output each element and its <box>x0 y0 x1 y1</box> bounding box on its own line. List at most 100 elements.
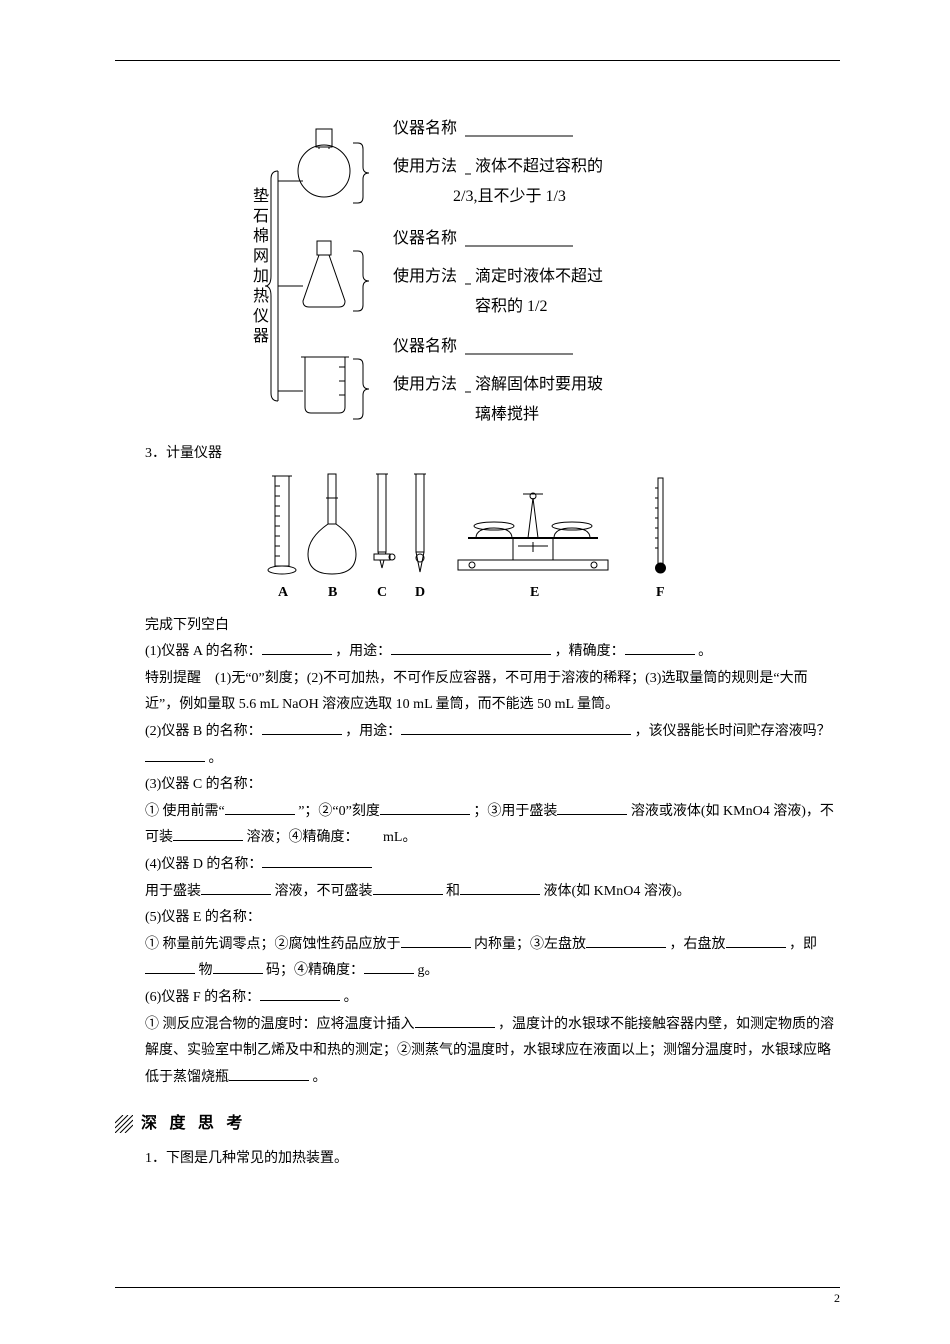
q5b: ① 称量前先调零点；②腐蚀性药品应放于 <box>145 937 401 952</box>
label-A: A <box>278 585 289 600</box>
q6-line2: ① 测反应混合物的温度时：应将温度计插入 ，温度计的水银球不能接触容器内壁，如测… <box>145 1012 840 1092</box>
q1: (1)仪器 A 的名称： ，用途： ，精确度： 。 <box>145 639 840 666</box>
q2a: (2)仪器 B 的名称： <box>145 724 262 739</box>
diagram1-svg: 垫石棉 网加热 仪器 仪器名称 <box>243 101 713 441</box>
blank <box>380 800 470 815</box>
q4e: 液体(如 KMnO4 溶液)。 <box>544 884 691 899</box>
q1b: ，用途： <box>335 644 391 659</box>
label-D: D <box>415 585 425 600</box>
q3l2a: ① 使用前需“ <box>145 804 225 819</box>
row2-extra: 容积的 1/2 <box>475 297 547 315</box>
fill-intro: 完成下列空白 <box>145 613 840 640</box>
blank <box>262 640 332 655</box>
q3l2b: ”；②“0”刻度 <box>298 804 380 819</box>
instruments-figure: A B C D <box>115 468 840 613</box>
flask-conical-icon <box>303 241 345 307</box>
row3-desc: 溶解固体时要用玻 <box>475 375 603 393</box>
blank <box>145 747 205 762</box>
blank <box>460 880 540 895</box>
blank <box>213 959 263 974</box>
blank <box>373 880 443 895</box>
q1c: ，精确度： <box>555 644 625 659</box>
q5-line2: ① 称量前先调零点；②腐蚀性药品应放于 内称量；③左盘放 ，右盘放 ，即 物 码… <box>145 932 840 985</box>
burette-base-icon <box>414 474 426 572</box>
balance-icon <box>458 493 608 570</box>
row1-extra: 2/3,且不少于 1/3 <box>453 187 566 205</box>
row3-bot: 使用方法 <box>393 375 457 393</box>
blank <box>260 986 340 1001</box>
q4a: (4)仪器 D 的名称： <box>145 857 262 872</box>
q4-line2: 用于盛装 溶液，不可盛装 和 液体(如 KMnO4 溶液)。 <box>145 879 840 906</box>
item3-title: 3．计量仪器 <box>145 441 840 468</box>
q4c: 溶液，不可盛装 <box>275 884 373 899</box>
label-E: E <box>530 585 539 600</box>
q5e: ，即 <box>789 937 817 952</box>
q3l2e: 溶液；④精确度： <box>247 830 359 845</box>
volumetric-flask-icon <box>308 474 356 574</box>
blank <box>262 720 342 735</box>
row3-top: 仪器名称 <box>393 337 457 355</box>
label-B: B <box>328 585 337 600</box>
q5d: ，右盘放 <box>670 937 726 952</box>
q6a: (6)仪器 F 的名称： <box>145 990 260 1005</box>
note1: 特别提醒 (1)无“0”刻度；(2)不可加热，不可作反应容器，不可用于溶液的稀释… <box>145 666 840 719</box>
blank <box>625 640 695 655</box>
q5h: g。 <box>418 963 439 978</box>
row2-bot: 使用方法 <box>393 267 457 285</box>
q5c: 内称量；③左盘放 <box>474 937 586 952</box>
deep-q1: 1．下图是几种常见的加热装置。 <box>145 1146 840 1173</box>
row1-top: 仪器名称 <box>393 119 457 137</box>
instruments-svg: A B C D <box>258 468 698 613</box>
q4: (4)仪器 D 的名称： <box>145 852 840 879</box>
q2d: 。 <box>209 751 223 766</box>
beaker-icon <box>301 357 349 413</box>
row2-top: 仪器名称 <box>393 229 457 247</box>
deep-title: 深 度 思 考 <box>141 1109 246 1139</box>
blank <box>225 800 295 815</box>
bottom-rule <box>115 1287 840 1288</box>
row3-extra: 璃棒搅拌 <box>475 405 539 423</box>
row1-desc: 液体不超过容积的 <box>475 157 603 175</box>
q5a: (5)仪器 E 的名称： <box>145 905 840 932</box>
q1d: 。 <box>698 644 712 659</box>
flask-round-icon <box>298 129 350 197</box>
q6: (6)仪器 F 的名称： 。 <box>145 985 840 1012</box>
q3a: (3)仪器 C 的名称： <box>145 772 840 799</box>
q1a: (1)仪器 A 的名称： <box>145 644 262 659</box>
q6e: 。 <box>313 1070 327 1085</box>
burette-acid-icon <box>374 474 395 568</box>
row1-bot: 使用方法 <box>393 157 457 175</box>
q2c: ，该仪器能长时间贮存溶液吗？ <box>635 724 831 739</box>
blank <box>415 1013 495 1028</box>
q3l2f: mL。 <box>383 830 416 845</box>
label-C: C <box>377 585 387 600</box>
cylinder-icon <box>268 476 296 574</box>
q4b: 用于盛装 <box>145 884 201 899</box>
q5f: 物 <box>199 963 213 978</box>
blank <box>401 933 471 948</box>
blank <box>173 826 243 841</box>
blank <box>229 1066 309 1081</box>
q3-line2: ① 使用前需“ ”；②“0”刻度 ；③用于盛装 溶液或液体(如 KMnO4 溶液… <box>145 799 840 852</box>
row2-desc: 滴定时液体不超过 <box>475 267 603 285</box>
q6b: 。 <box>344 990 358 1005</box>
blank <box>201 880 271 895</box>
label-F: F <box>656 585 665 600</box>
blank <box>364 959 414 974</box>
top-rule <box>115 60 840 61</box>
q5g: 码；④精确度： <box>266 963 364 978</box>
blank <box>401 720 631 735</box>
diagram-heating-apparatus: 垫石棉 网加热 仪器 仪器名称 <box>115 101 840 441</box>
hatch-icon <box>115 1115 133 1133</box>
blank <box>145 959 195 974</box>
thermometer-icon <box>655 478 666 573</box>
deep-thinking-header: 深 度 思 考 <box>115 1109 840 1139</box>
side-label: 垫石棉 网加热 仪器 <box>253 187 273 345</box>
blank <box>262 853 372 868</box>
q2b: ，用途： <box>345 724 401 739</box>
page: 垫石棉 网加热 仪器 仪器名称 <box>0 0 950 1344</box>
blank <box>391 640 551 655</box>
blank <box>586 933 666 948</box>
blank <box>557 800 627 815</box>
page-number: 2 <box>834 1287 840 1310</box>
